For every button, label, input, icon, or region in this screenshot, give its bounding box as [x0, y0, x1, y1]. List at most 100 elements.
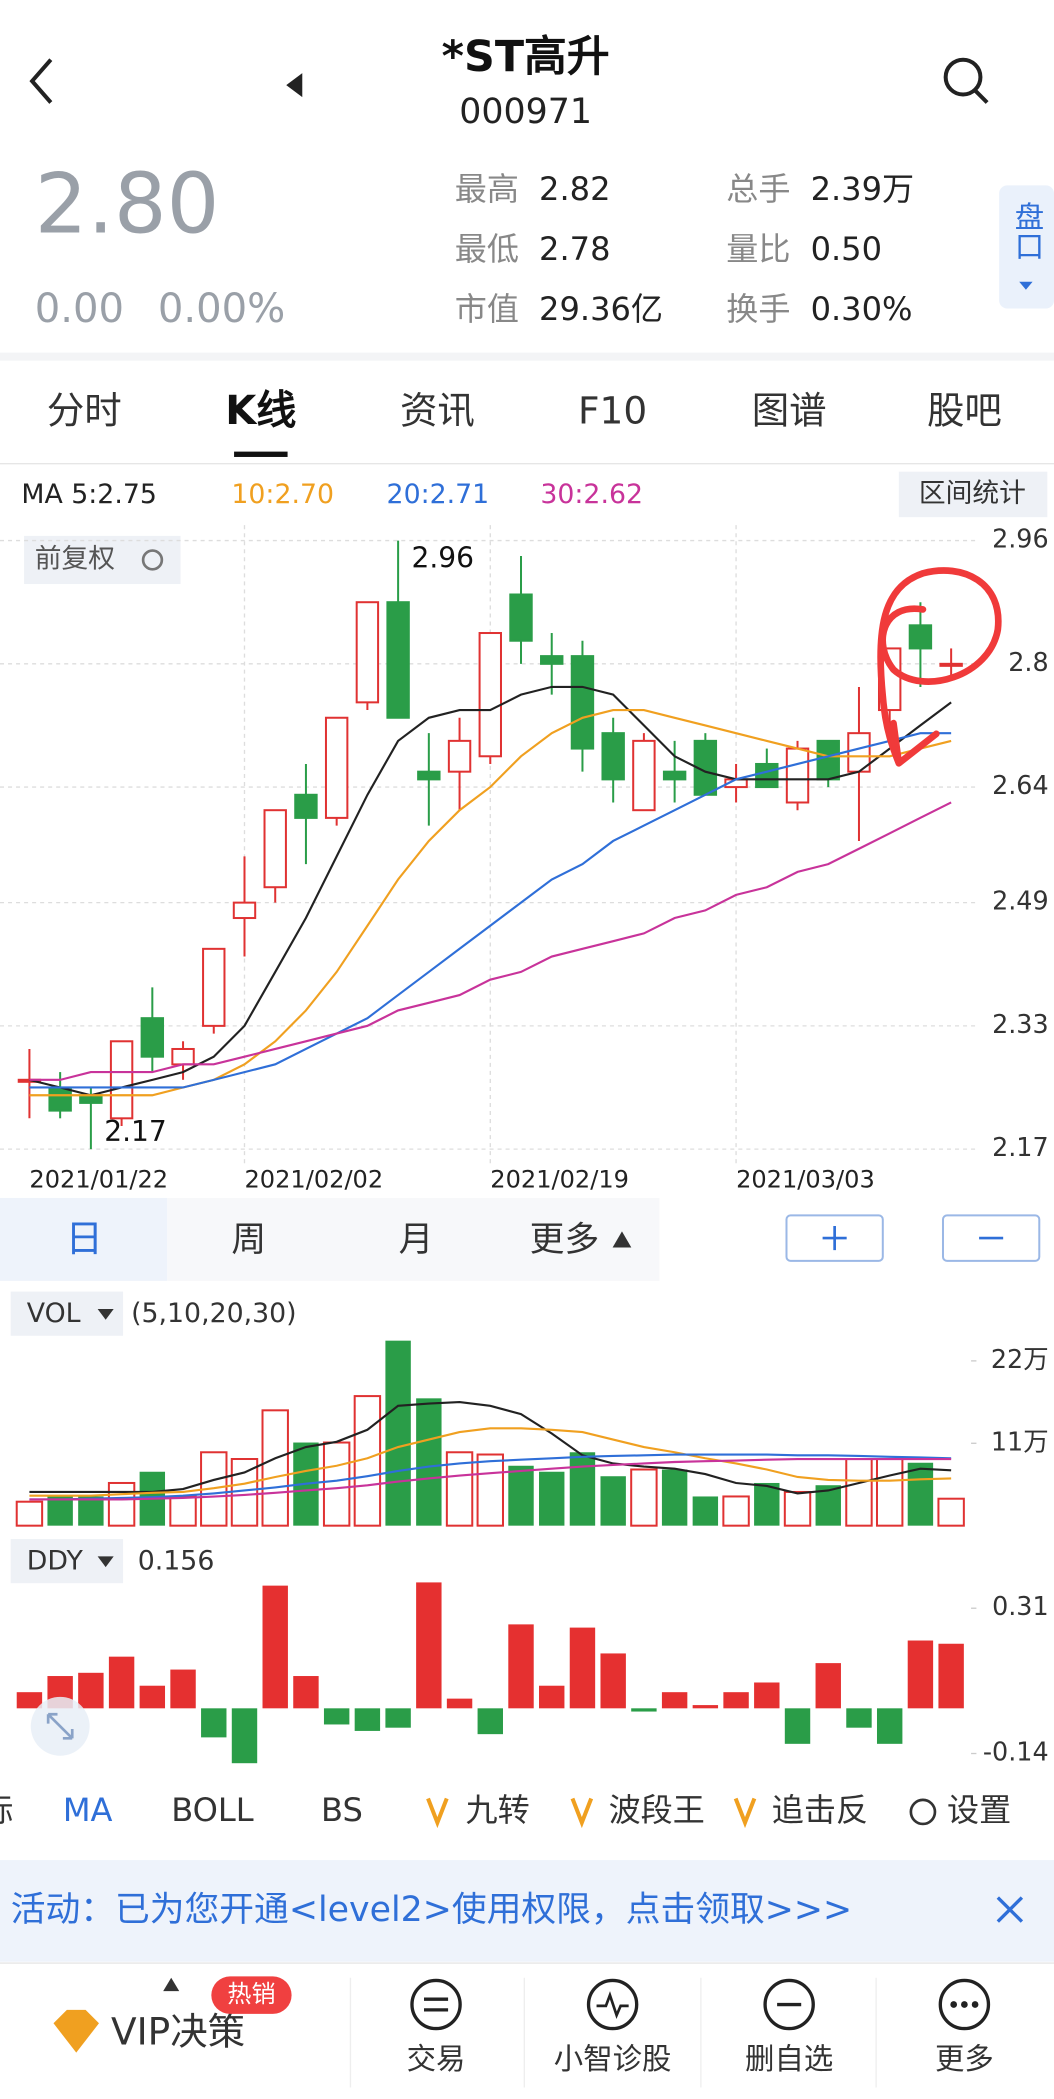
- settings[interactable]: 设置: [947, 1791, 1011, 1829]
- period[interactable]: 更多: [530, 1220, 600, 1260]
- bar: [875, 1458, 904, 1527]
- bar: [47, 1496, 73, 1526]
- candle-body: [79, 1094, 103, 1104]
- candle-body: [540, 655, 564, 665]
- prev-stock[interactable]: [286, 73, 303, 98]
- bar: [416, 1398, 442, 1526]
- pankou-button[interactable]: 盘口: [999, 185, 1054, 309]
- y-tick-label: 2.17: [992, 1132, 1049, 1162]
- ma-line: [29, 685, 952, 1097]
- nav-vip[interactable]: VIP决策: [111, 2009, 245, 2053]
- ma-line: [29, 1427, 952, 1497]
- panel-title: DDY: [27, 1545, 84, 1576]
- vip-mark: [570, 1797, 594, 1829]
- tab-active[interactable]: K线: [225, 388, 296, 434]
- vip-mark: [733, 1797, 757, 1829]
- bar: [170, 1669, 196, 1709]
- adjust-button[interactable]: 前复权: [24, 535, 181, 585]
- bar: [783, 1490, 812, 1527]
- vip-mark: [426, 1797, 449, 1829]
- bar: [476, 1453, 504, 1527]
- indicator[interactable]: BS: [321, 1791, 363, 1829]
- candle-body: [939, 662, 963, 667]
- bar: [15, 1500, 44, 1527]
- bar: [845, 1458, 873, 1527]
- indicator[interactable]: BOLL: [171, 1791, 254, 1829]
- nav-item[interactable]: 交易: [407, 2042, 466, 2076]
- bar: [876, 1708, 903, 1744]
- tab[interactable]: 分时: [47, 388, 122, 432]
- candle-body: [232, 901, 257, 920]
- banner[interactable]: [0, 1860, 1054, 1962]
- period[interactable]: 月: [399, 1220, 434, 1260]
- legend-entry: MA 5:2.75: [21, 479, 156, 510]
- close-banner[interactable]: [996, 1896, 1024, 1923]
- nav-item[interactable]: 更多: [935, 2042, 994, 2076]
- bar: [692, 1705, 719, 1709]
- indicator[interactable]: 波段王: [609, 1791, 705, 1829]
- panel-title: VOL: [27, 1298, 81, 1329]
- ma-line: [29, 1453, 952, 1501]
- bar: [508, 1465, 534, 1526]
- legend-entry: 20:2.71: [387, 479, 490, 510]
- nav-icon: [410, 1978, 462, 2031]
- y-tick-label: 2.8: [1008, 647, 1048, 677]
- candle-body: [386, 601, 410, 719]
- candle-body: [109, 1040, 134, 1120]
- indicator[interactable]: 标: [0, 1791, 13, 1829]
- stat-value: 2.78: [539, 230, 610, 268]
- back-button[interactable]: [29, 58, 53, 104]
- stat-value: 2.82: [539, 170, 610, 208]
- nav-item[interactable]: 删自选: [745, 2042, 833, 2076]
- indicator-active[interactable]: MA: [63, 1791, 113, 1829]
- banner-text[interactable]: 活动：已为您开通<level2>使用权限，点击领取>>>: [11, 1890, 852, 1930]
- stat-value: 2.39万: [811, 170, 915, 208]
- nav-item[interactable]: 小智诊股: [554, 2042, 672, 2076]
- indicator[interactable]: 九转: [465, 1791, 529, 1829]
- bar: [569, 1627, 596, 1709]
- candle-body: [48, 1086, 72, 1112]
- period[interactable]: 周: [231, 1220, 266, 1260]
- bar: [261, 1409, 289, 1527]
- y-tick-label: 2.64: [992, 770, 1049, 800]
- bar: [907, 1640, 934, 1709]
- badge-text: 热销: [227, 1980, 275, 2008]
- vip-icon: [53, 2009, 99, 2053]
- ma-line: [29, 1457, 952, 1501]
- y-tick-label: 2.33: [992, 1009, 1049, 1039]
- vol-select[interactable]: VOL: [10, 1291, 124, 1336]
- x-tick-label: 2021/01/22: [29, 1166, 168, 1194]
- nav-icon: [950, 2001, 979, 2008]
- candle-body: [171, 1047, 195, 1066]
- zoom-in[interactable]: [785, 1214, 884, 1262]
- tab[interactable]: 股吧: [927, 388, 1002, 432]
- nav-icon: [424, 1997, 449, 2012]
- price: 2.80: [35, 155, 220, 252]
- bar: [231, 1708, 258, 1764]
- search-button[interactable]: [943, 57, 989, 104]
- candle-body: [662, 770, 687, 781]
- bar: [539, 1471, 565, 1526]
- candle-body: [632, 739, 656, 812]
- indicator[interactable]: 追击反: [772, 1791, 868, 1829]
- ddy-select[interactable]: DDY: [10, 1539, 124, 1584]
- button-label: 前复权: [35, 543, 115, 574]
- tab[interactable]: 资讯: [400, 388, 475, 432]
- bar: [385, 1340, 411, 1526]
- zoom-out[interactable]: [941, 1214, 1041, 1262]
- ma-line: [29, 801, 952, 1081]
- period[interactable]: 日: [66, 1216, 103, 1260]
- tab[interactable]: 图谱: [752, 388, 827, 432]
- nav-icon: [586, 1978, 639, 2031]
- tab[interactable]: F10: [578, 388, 647, 432]
- candle-body: [570, 655, 595, 750]
- range-stats-button[interactable]: 区间统计: [898, 471, 1048, 518]
- bar: [139, 1685, 166, 1709]
- bar: [784, 1708, 811, 1744]
- stat-value: 0.50: [811, 230, 882, 268]
- bar: [508, 1624, 534, 1709]
- button-label: 区间统计: [919, 478, 1026, 509]
- legend-entry: 30:2.62: [540, 479, 643, 510]
- bar: [661, 1469, 688, 1526]
- stat-label: 最低: [455, 230, 519, 268]
